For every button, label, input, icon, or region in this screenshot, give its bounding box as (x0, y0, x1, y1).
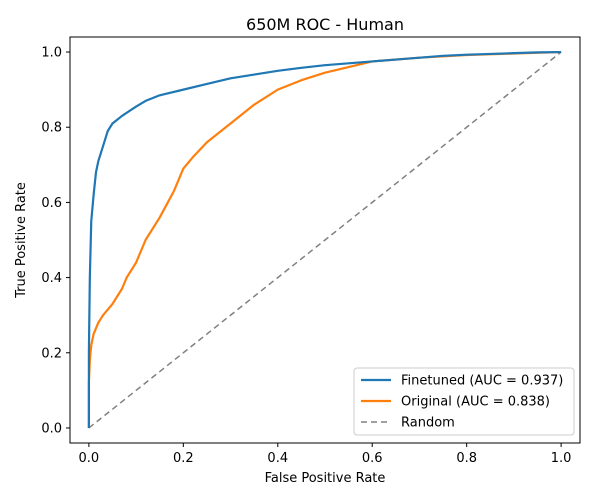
y-tick-label: 1.0 (41, 46, 62, 61)
y-tick-label: 0.8 (41, 121, 62, 136)
plot-area: 0.0 0.2 0.4 0.6 0.8 1.0 0.0 0.2 0.4 0.6 0.8 1.0 (41, 36, 581, 466)
legend-label-random: Random (401, 416, 455, 431)
legend-label-original: Original (AUC = 0.838) (401, 395, 550, 410)
y-tick-label: 0.6 (41, 196, 62, 211)
x-tick-label: 0.0 (79, 451, 100, 466)
legend: Finetuned (AUC = 0.937) Original (AUC = 0… (353, 367, 575, 436)
y-tick-label: 0.0 (41, 421, 62, 436)
x-tick-label: 0.2 (173, 451, 194, 466)
series-line-original (87, 50, 562, 428)
plot-frame (69, 36, 581, 444)
x-axis-ticks: 0.0 0.2 0.4 0.6 0.8 1.0 (79, 443, 572, 466)
y-tick-label: 0.2 (41, 346, 62, 361)
x-tick-label: 0.6 (362, 451, 383, 466)
x-tick-label: 1.0 (551, 451, 572, 466)
legend-label-finetuned: Finetuned (AUC = 0.937) (401, 374, 563, 389)
x-tick-label: 0.8 (456, 451, 477, 466)
y-tick-label: 0.4 (41, 271, 62, 286)
series-line-finetuned (87, 50, 562, 428)
y-axis-label: True Positive Rate (14, 182, 29, 299)
x-tick-label: 0.4 (267, 451, 288, 466)
series-line-random (88, 51, 562, 429)
series-layer (87, 50, 562, 429)
x-axis-label: False Positive Rate (265, 471, 386, 486)
chart-title: 650M ROC - Human (246, 15, 404, 34)
legend-frame (353, 367, 575, 436)
y-axis-ticks: 0.0 0.2 0.4 0.6 0.8 1.0 (41, 46, 70, 436)
